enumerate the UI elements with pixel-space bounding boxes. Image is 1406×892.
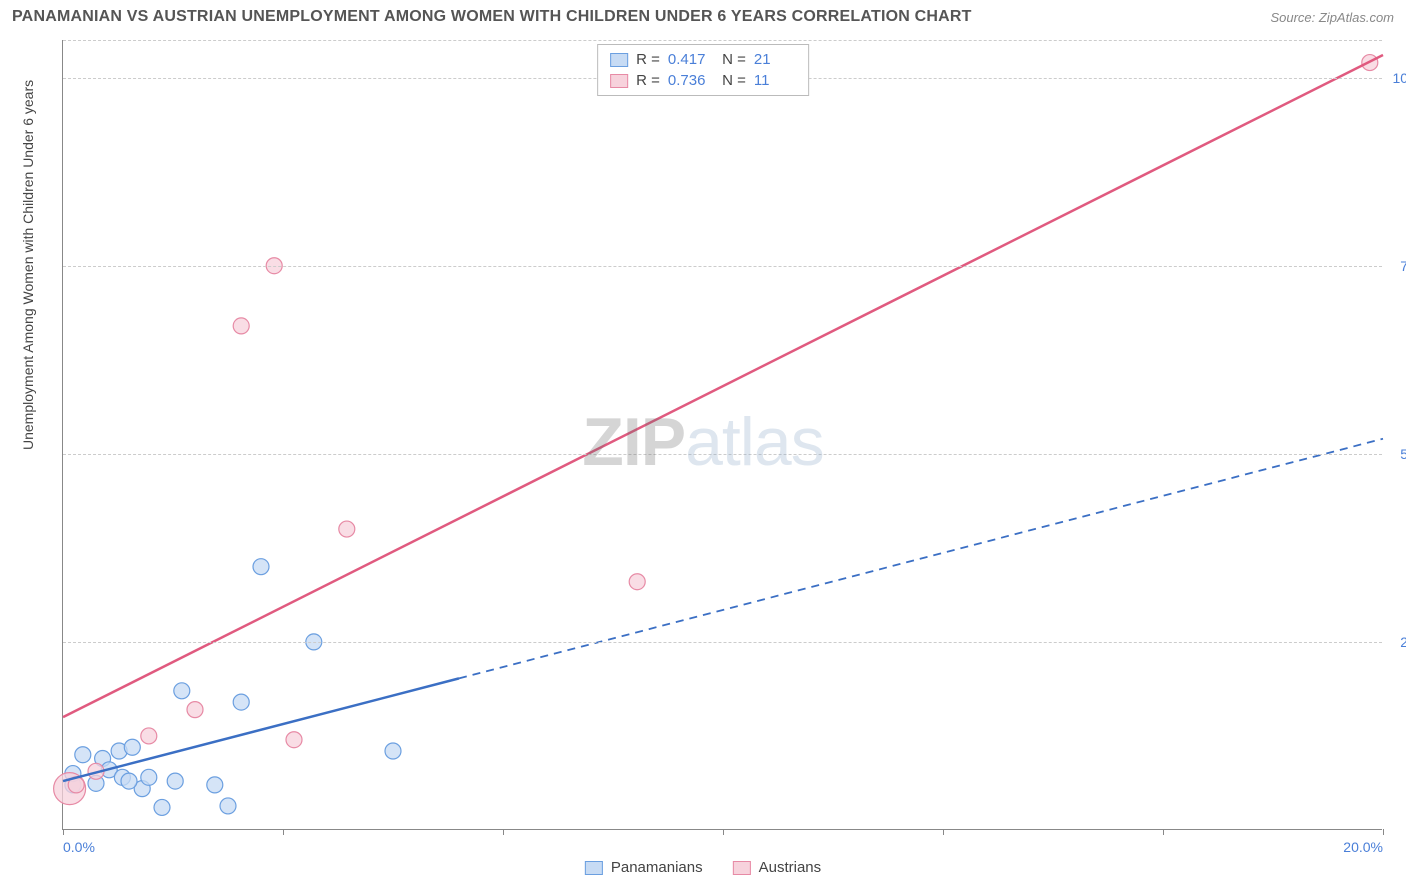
data-point [233, 694, 249, 710]
legend-r-label: R = [636, 72, 660, 89]
data-point [121, 773, 137, 789]
correlation-legend: R = 0.417 N = 21R = 0.736 N = 11 [597, 44, 809, 96]
x-tick-label: 0.0% [63, 839, 95, 855]
x-tick [63, 829, 64, 835]
legend-r-label: R = [636, 51, 660, 68]
y-tick-label: 100.0% [1393, 70, 1406, 86]
gridline [63, 642, 1382, 643]
data-point [124, 739, 140, 755]
legend-n-label: N = [718, 51, 746, 68]
legend-n-label: N = [718, 72, 746, 89]
x-tick [283, 829, 284, 835]
legend-n-value: 21 [754, 51, 796, 68]
data-point [141, 769, 157, 785]
data-point [253, 559, 269, 575]
series-legend-label: Panamanians [611, 859, 703, 876]
data-point [207, 777, 223, 793]
plot-region: 25.0%50.0%75.0%100.0%0.0%20.0% [62, 40, 1382, 830]
series-legend-item: Panamanians [585, 859, 703, 876]
data-point [286, 732, 302, 748]
chart-title: PANAMANIAN VS AUSTRIAN UNEMPLOYMENT AMON… [12, 8, 972, 26]
legend-swatch [610, 53, 628, 67]
legend-row: R = 0.736 N = 11 [598, 70, 808, 91]
data-point [629, 574, 645, 590]
y-tick-label: 25.0% [1400, 634, 1406, 650]
legend-swatch [585, 861, 603, 875]
data-point [220, 798, 236, 814]
series-legend: Panamanians Austrians [585, 859, 821, 876]
data-point [233, 318, 249, 334]
data-point [187, 702, 203, 718]
data-point [141, 728, 157, 744]
legend-r-value: 0.417 [668, 51, 710, 68]
legend-row: R = 0.417 N = 21 [598, 49, 808, 70]
x-tick [943, 829, 944, 835]
series-legend-item: Austrians [733, 859, 822, 876]
x-tick-label: 20.0% [1343, 839, 1383, 855]
data-point [154, 799, 170, 815]
x-tick [1163, 829, 1164, 835]
series-legend-label: Austrians [759, 859, 822, 876]
data-point [339, 521, 355, 537]
y-tick-label: 75.0% [1400, 258, 1406, 274]
source-label: Source: ZipAtlas.com [1270, 10, 1394, 25]
y-tick-label: 50.0% [1400, 446, 1406, 462]
data-point [167, 773, 183, 789]
chart-header: PANAMANIAN VS AUSTRIAN UNEMPLOYMENT AMON… [12, 8, 1394, 26]
gridline [63, 40, 1382, 41]
data-point [174, 683, 190, 699]
regression-line [63, 678, 459, 781]
y-axis-label: Unemployment Among Women with Children U… [20, 80, 36, 450]
legend-swatch [610, 74, 628, 88]
x-tick [503, 829, 504, 835]
legend-swatch [733, 861, 751, 875]
scatter-svg [63, 40, 1383, 830]
regression-line [63, 55, 1383, 717]
gridline [63, 266, 1382, 267]
x-tick [723, 829, 724, 835]
x-tick [1383, 829, 1384, 835]
legend-n-value: 11 [754, 72, 796, 89]
gridline [63, 454, 1382, 455]
data-point [75, 747, 91, 763]
legend-r-value: 0.736 [668, 72, 710, 89]
data-point [385, 743, 401, 759]
chart-area: 25.0%50.0%75.0%100.0%0.0%20.0% [62, 40, 1382, 830]
